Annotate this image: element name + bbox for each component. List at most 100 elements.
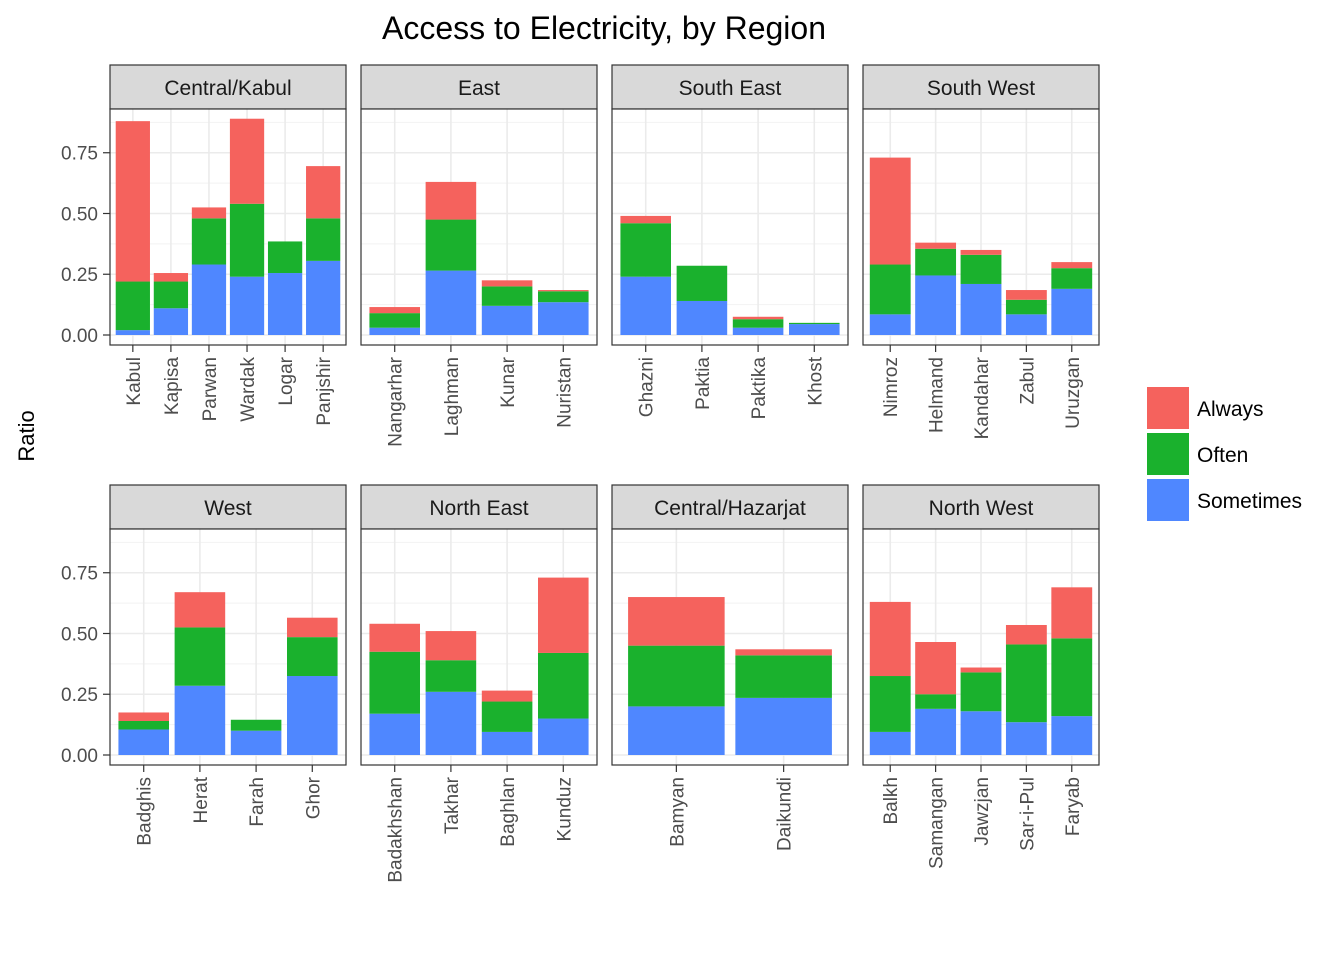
x-tick-label: Nuristan xyxy=(554,357,575,428)
x-tick-label: Paktia xyxy=(693,357,714,410)
bars xyxy=(869,157,1093,335)
bar-kapisa xyxy=(153,273,189,335)
facet-strip xyxy=(611,64,849,110)
bar-segment-often xyxy=(425,219,477,271)
bar-kunar xyxy=(481,280,533,335)
x-tick-label: Nimroz xyxy=(881,357,902,417)
x-tick-label: Kunduz xyxy=(554,777,575,841)
x-tick-label: Badghis xyxy=(135,777,156,846)
x-tick-label: Logar xyxy=(276,356,297,405)
panel-border xyxy=(611,108,849,346)
x-tick-label: Bamyan xyxy=(667,777,688,847)
bar-segment-sometimes xyxy=(1005,314,1047,335)
bar-segment-sometimes xyxy=(191,264,227,335)
bar-segment-sometimes xyxy=(735,697,832,755)
facet-strip-label: North West xyxy=(929,497,1034,520)
bar-herat xyxy=(174,592,226,755)
x-tick-label: Faryab xyxy=(1063,777,1084,836)
bar-segment-sometimes xyxy=(425,691,477,755)
x-tick-label: Zabul xyxy=(1017,357,1038,405)
bar-segment-often xyxy=(732,319,784,328)
legend: Always Often Sometimes xyxy=(1147,387,1302,521)
facet-strip xyxy=(360,484,598,530)
bar-segment-always xyxy=(869,157,911,265)
facet-east: East Nangarhar Laghman Kunar Nuristan xyxy=(360,64,598,447)
bar-segment-often xyxy=(267,241,303,274)
facet-strip-label: South West xyxy=(927,77,1035,100)
facet-north-west: North West Balkh Samangan Jawzjan Sar-i-Pul F… xyxy=(862,484,1100,869)
bar-badakhshan xyxy=(369,623,420,755)
bar-segment-often xyxy=(869,676,911,732)
facet-central-kabul: Central/Kabul Kabul Kapisa Parwan Wardak Loga… xyxy=(61,64,347,426)
bar-segment-often xyxy=(789,322,840,325)
x-tick-label: Kabul xyxy=(124,357,145,406)
bars xyxy=(369,577,589,755)
facet-strip xyxy=(109,484,347,530)
facet-strip-label: Central/Hazarjat xyxy=(654,497,806,520)
bar-segment-always xyxy=(915,642,957,695)
facet-west: West Badghis Herat Farah Ghor 0.00 0.25 0.50 0.7… xyxy=(61,484,347,846)
bar-segment-sometimes xyxy=(115,330,150,335)
bar-ghazni xyxy=(620,215,671,335)
bar-segment-always xyxy=(481,280,533,287)
bar-kunduz xyxy=(538,577,589,755)
y-tick-label: 0.75 xyxy=(61,564,98,585)
bar-segment-often xyxy=(153,281,189,309)
x-tick-label: Parwan xyxy=(200,357,221,421)
bar-segment-sometimes xyxy=(230,730,282,755)
bar-segment-always xyxy=(191,207,227,219)
bar-segment-often xyxy=(1051,268,1093,289)
facet-south-west: South West Nimroz Helmand Kandahar Zabul Uruz… xyxy=(862,64,1100,439)
bar-segment-often xyxy=(869,264,911,315)
panel-border xyxy=(862,528,1100,766)
bar-balkh xyxy=(869,601,911,755)
legend-item-sometimes: Sometimes xyxy=(1147,479,1302,521)
legend-label: Sometimes xyxy=(1197,490,1302,513)
bars xyxy=(118,592,338,755)
bar-segment-sometimes xyxy=(153,308,189,335)
bar-segment-sometimes xyxy=(960,283,1002,335)
legend-item-always: Always xyxy=(1147,387,1264,429)
x-tick-label: Khost xyxy=(805,356,826,405)
bar-segment-always xyxy=(960,667,1002,673)
x-tick-label: Wardak xyxy=(238,357,259,422)
x-tick-label: Kandahar xyxy=(972,356,993,439)
bar-jawzjan xyxy=(960,667,1002,755)
bar-segment-often xyxy=(1051,638,1093,717)
bar-segment-often xyxy=(118,720,169,730)
bar-segment-always xyxy=(538,577,589,653)
panel-border xyxy=(611,528,849,766)
bar-segment-often xyxy=(960,672,1002,712)
bars xyxy=(369,181,589,335)
panel-border xyxy=(109,528,347,766)
bar-segment-always xyxy=(538,290,589,292)
bar-segment-sometimes xyxy=(789,324,840,335)
bar-segment-always xyxy=(1005,290,1047,300)
y-tick-label: 0.75 xyxy=(61,144,98,165)
bar-segment-sometimes xyxy=(915,708,957,755)
bar-segment-always xyxy=(735,649,832,656)
bar-segment-sometimes xyxy=(628,706,725,755)
bar-samangan xyxy=(915,642,957,755)
bar-segment-always xyxy=(628,597,725,646)
facet-central-hazarjat: Central/Hazarjat Bamyan Daikundi xyxy=(611,484,849,851)
facet-south-east: South East Ghazni Paktia Paktika Khost xyxy=(611,64,849,419)
bar-segment-often xyxy=(230,719,282,731)
bar-segment-always xyxy=(118,712,169,721)
bar-segment-always xyxy=(869,601,911,677)
bar-segment-often xyxy=(628,645,725,707)
bar-segment-often xyxy=(369,651,420,714)
x-tick-label: Baghlan xyxy=(498,777,519,847)
bar-takhar xyxy=(425,631,477,755)
bar-segment-sometimes xyxy=(118,729,169,755)
bar-baghlan xyxy=(481,690,533,755)
bar-segment-sometimes xyxy=(538,718,589,755)
y-tick-label: 0.25 xyxy=(61,685,98,706)
bar-segment-always xyxy=(174,592,226,628)
bar-segment-sometimes xyxy=(174,685,226,755)
bar-segment-sometimes xyxy=(369,327,420,335)
bar-segment-often xyxy=(915,694,957,709)
bar-segment-sometimes xyxy=(869,314,911,335)
bar-segment-often xyxy=(1005,644,1047,723)
bar-segment-often xyxy=(915,248,957,276)
